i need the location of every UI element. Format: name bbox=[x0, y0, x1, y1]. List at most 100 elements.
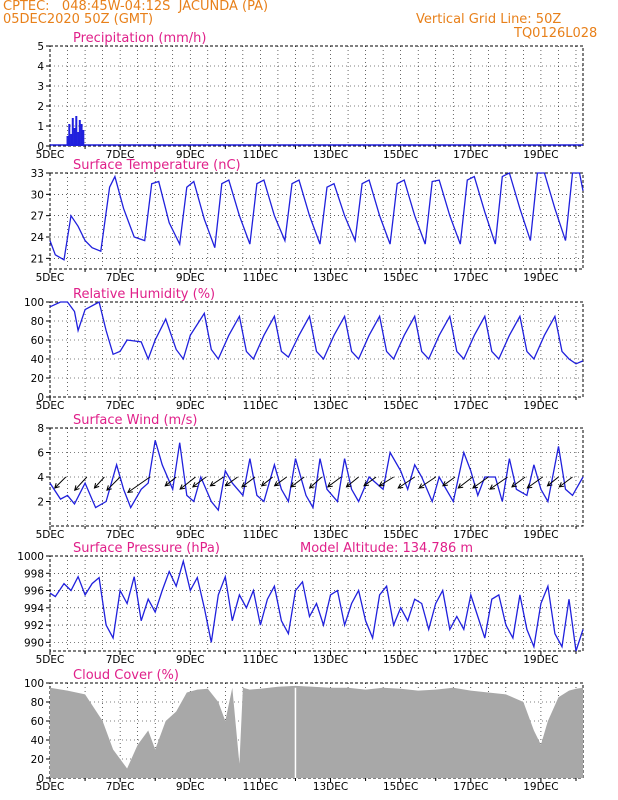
precip-bar bbox=[75, 116, 78, 146]
x-tick-label: 13DEC bbox=[313, 400, 348, 412]
x-tick-label: 13DEC bbox=[313, 654, 348, 666]
wind-arrowhead bbox=[472, 483, 478, 489]
panel-6: 0 20 40 60 80 100 5DEC 7DEC 9DEC 11DEC 13DEC 15DEC 1… bbox=[24, 668, 584, 793]
x-tick-label: 5DEC bbox=[36, 400, 65, 412]
x-tick-label: 19DEC bbox=[523, 529, 558, 541]
x-tick-label: 17DEC bbox=[453, 400, 488, 412]
x-tick-label: 13DEC bbox=[313, 149, 348, 161]
panel-title: Cloud Cover (%) bbox=[73, 668, 179, 683]
x-tick-label: 17DEC bbox=[453, 149, 488, 161]
x-tick-label: 13DEC bbox=[313, 529, 348, 541]
precip-bar bbox=[70, 134, 73, 146]
y-tick-label: 0 bbox=[37, 392, 44, 404]
wind-arrowhead bbox=[327, 482, 333, 488]
series-line bbox=[49, 172, 584, 261]
precip-bar bbox=[78, 120, 81, 146]
precip-bar bbox=[73, 128, 76, 146]
wind-arrow bbox=[511, 476, 526, 488]
y-tick-label: 6 bbox=[37, 448, 44, 460]
x-tick-label: 15DEC bbox=[383, 654, 418, 666]
wind-arrowhead bbox=[209, 481, 216, 487]
panel-5: 990 992 994 996 998 1000 5DEC 7DEC 9DEC 11DEC 13DE… bbox=[17, 541, 584, 666]
header-run-id: TQ0126L028 bbox=[514, 26, 598, 41]
plot-frame bbox=[49, 427, 584, 527]
wind-arrow bbox=[241, 476, 256, 488]
x-tick-label: 7DEC bbox=[106, 529, 135, 541]
x-tick-label: 7DEC bbox=[106, 654, 135, 666]
wind-arrow bbox=[94, 476, 105, 489]
y-tick-label: 40 bbox=[31, 354, 44, 366]
x-tick-label: 5DEC bbox=[36, 149, 65, 161]
y-tick-label: 80 bbox=[31, 697, 44, 709]
wind-arrowhead bbox=[558, 482, 565, 488]
wind-arrowhead bbox=[273, 481, 280, 487]
panel-annotation: Model Altitude: 134.786 m bbox=[300, 541, 473, 556]
x-tick-label: 17DEC bbox=[453, 654, 488, 666]
wind-arrow bbox=[290, 476, 305, 488]
plot-frame bbox=[49, 45, 584, 147]
precip-bar bbox=[82, 130, 85, 146]
wind-arrow bbox=[164, 476, 177, 487]
header-station: CPTEC: 048:45W-04:12S JACUNDA (PA) bbox=[3, 0, 269, 14]
wind-arrowhead bbox=[290, 482, 297, 488]
x-tick-label: 19DEC bbox=[523, 400, 558, 412]
wind-arrow bbox=[379, 476, 394, 487]
plot-frame bbox=[49, 172, 584, 270]
x-tick-label: 9DEC bbox=[176, 529, 205, 541]
x-tick-label: 15DEC bbox=[383, 149, 418, 161]
wind-arrow bbox=[442, 476, 456, 487]
x-tick-label: 11DEC bbox=[243, 400, 278, 412]
wind-arrow bbox=[106, 476, 121, 491]
y-tick-label: 100 bbox=[24, 297, 44, 309]
y-tick-label: 100 bbox=[24, 678, 44, 690]
wind-arrowhead bbox=[224, 481, 231, 487]
y-tick-label: 33 bbox=[31, 168, 44, 180]
header-datetime: 05DEC2020 50Z (GMT) bbox=[3, 12, 154, 27]
x-tick-label: 9DEC bbox=[176, 400, 205, 412]
precip-bar bbox=[66, 136, 69, 146]
y-tick-label: 1000 bbox=[17, 551, 44, 563]
y-tick-label: 992 bbox=[24, 620, 44, 632]
precip-bar bbox=[77, 132, 80, 146]
y-tick-label: 30 bbox=[31, 189, 44, 201]
y-tick-label: 0 bbox=[37, 141, 44, 153]
wind-arrowhead bbox=[442, 481, 448, 487]
panel-1: 0 1 2 3 4 5 5DEC 7DEC 9DEC 11DEC 13DEC 15DEC 17DEC 19… bbox=[36, 31, 584, 161]
x-tick-label: 5DEC bbox=[36, 272, 65, 284]
wind-arrow bbox=[179, 476, 196, 490]
series-line bbox=[49, 301, 584, 365]
x-tick-label: 9DEC bbox=[176, 654, 205, 666]
x-tick-label: 11DEC bbox=[243, 781, 278, 793]
x-tick-label: 17DEC bbox=[453, 529, 488, 541]
x-tick-label: 19DEC bbox=[523, 654, 558, 666]
wind-arrowhead bbox=[192, 482, 198, 488]
wind-arrow bbox=[489, 476, 508, 490]
wind-arrow bbox=[558, 476, 573, 488]
wind-arrow bbox=[418, 476, 437, 489]
wind-arrowhead bbox=[526, 483, 533, 489]
x-tick-label: 15DEC bbox=[383, 529, 418, 541]
y-tick-label: 5 bbox=[37, 41, 44, 53]
wind-arrowhead bbox=[489, 484, 496, 490]
x-tick-label: 17DEC bbox=[453, 781, 488, 793]
wind-arrow bbox=[363, 476, 377, 487]
y-tick-label: 990 bbox=[24, 637, 44, 649]
x-tick-label: 19DEC bbox=[523, 781, 558, 793]
panel-title: Surface Wind (m/s) bbox=[73, 413, 197, 428]
x-tick-label: 11DEC bbox=[243, 149, 278, 161]
panel-4: 2 4 6 8 5DEC 7DEC 9DEC 11DEC 13DEC 15DEC 17DEC 19DE… bbox=[36, 413, 584, 541]
x-tick-label: 9DEC bbox=[176, 272, 205, 284]
wind-arrow bbox=[346, 476, 359, 488]
wind-arrowhead bbox=[418, 483, 425, 489]
precip-bar bbox=[71, 118, 74, 146]
wind-arrow bbox=[210, 476, 224, 487]
wind-arrowhead bbox=[378, 481, 385, 487]
y-tick-label: 20 bbox=[31, 373, 44, 385]
x-tick-label: 5DEC bbox=[36, 529, 65, 541]
series-line bbox=[49, 558, 584, 652]
wind-arrowhead bbox=[164, 480, 171, 487]
y-tick-label: 4 bbox=[37, 472, 44, 484]
wind-arrowhead bbox=[397, 483, 404, 489]
wind-arrow bbox=[54, 476, 67, 489]
